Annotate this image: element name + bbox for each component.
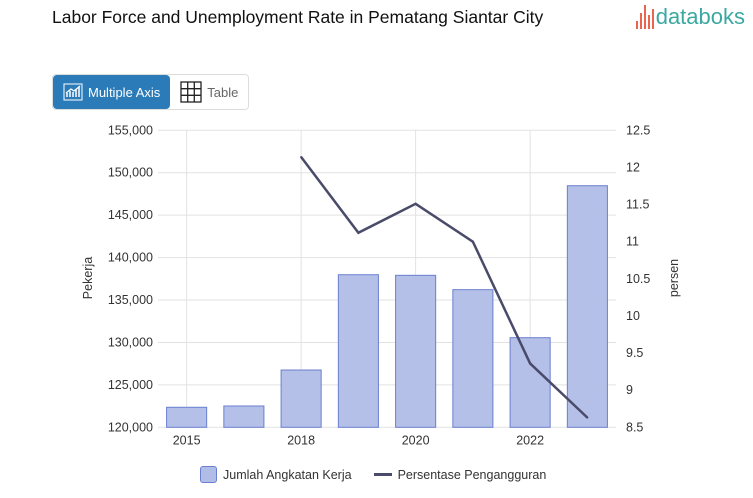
legend-label: Jumlah Angkatan Kerja: [223, 467, 352, 482]
bar-2023: [566, 185, 608, 428]
x-tick-label: 2015: [173, 433, 201, 447]
right-tick-label: 9.5: [626, 346, 643, 360]
chart-title: Labor Force and Unemployment Rate in Pem…: [52, 7, 544, 27]
left-tick-label: 130,000: [108, 335, 153, 349]
bar-swatch: [200, 466, 217, 483]
right-tick-label: 8.5: [626, 420, 643, 434]
bar-2020: [395, 274, 437, 428]
axes: 120,000 125,000 130,000 135,000 140,000 145,0…: [108, 123, 651, 447]
right-axis-label: persen: [667, 259, 681, 297]
left-tick-label: 140,000: [108, 251, 153, 265]
unemployment-line: [300, 156, 589, 419]
left-tick-label: 135,000: [108, 293, 153, 307]
right-tick-label: 11.5: [626, 198, 649, 212]
bars: [166, 185, 608, 428]
chart: 120,000 125,000 130,000 135,000 140,000 145,0…: [81, 123, 681, 447]
line-point-2019: [357, 231, 360, 234]
bar-2018: [280, 369, 322, 428]
right-tick-label: 11: [626, 235, 639, 249]
x-tick-label: 2018: [287, 433, 315, 447]
databoks-logo: databoks: [635, 4, 745, 30]
left-tick-label: 155,000: [108, 123, 153, 137]
line-point-2020: [414, 202, 417, 205]
legend: Jumlah Angkatan Kerja Persentase Pengang…: [200, 466, 546, 483]
table-button[interactable]: Table: [170, 75, 249, 109]
line-point-2022: [529, 362, 532, 365]
multiple-axis-label: Multiple Axis: [88, 84, 161, 100]
legend-item-line[interactable]: Persentase Pengangguran: [373, 467, 547, 482]
line-series: [300, 156, 589, 419]
right-tick-label: 12.5: [626, 123, 650, 137]
right-tick-label: 10.5: [626, 272, 650, 286]
bar-2015: [166, 406, 208, 428]
x-tick-label: 2020: [402, 433, 430, 447]
x-tick-label: 2022: [516, 433, 544, 447]
bar-2019: [337, 274, 379, 428]
right-tick-label: 9: [626, 383, 633, 397]
table-label: Table: [207, 84, 239, 100]
bar-2022: [509, 337, 551, 428]
legend-label: Persentase Pengangguran: [397, 467, 547, 482]
logo-bars-icon: [635, 5, 654, 29]
left-tick-label: 150,000: [108, 166, 153, 180]
left-axis-label: Pekerja: [81, 257, 95, 299]
legend-item-bar[interactable]: Jumlah Angkatan Kerja: [200, 466, 352, 483]
line-point-2018: [300, 156, 303, 159]
left-tick-label: 125,000: [108, 378, 153, 392]
bar-2021: [452, 289, 494, 428]
bar-2017: [223, 405, 265, 428]
right-tick-label: 10: [626, 309, 640, 323]
left-tick-label: 120,000: [108, 420, 153, 434]
line-swatch: [373, 473, 392, 476]
logo-text: databoks: [655, 4, 745, 29]
view-toggle: Multiple Axis Table: [52, 74, 250, 110]
table-icon: [180, 81, 202, 103]
chart-icon: [63, 83, 83, 101]
line-point-2023: [586, 416, 589, 419]
right-tick-label: 12: [626, 160, 640, 174]
multiple-axis-button[interactable]: Multiple Axis: [53, 75, 171, 109]
left-tick-label: 145,000: [108, 208, 153, 222]
line-point-2021: [471, 240, 474, 243]
